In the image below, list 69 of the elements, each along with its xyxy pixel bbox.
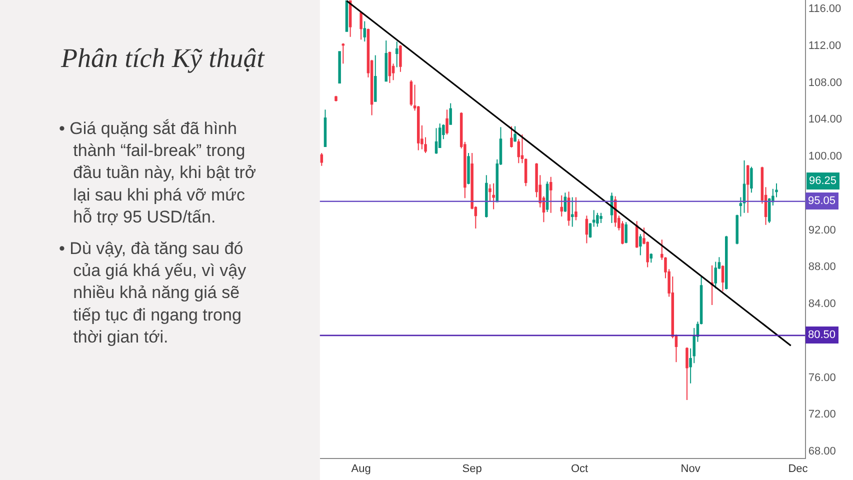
candlestick	[514, 126, 516, 142]
y-tick-label: 76.00	[808, 372, 836, 384]
candlestick	[639, 234, 642, 256]
y-tick-label: 112.00	[808, 40, 842, 52]
candlestick	[686, 346, 688, 400]
candlestick	[446, 109, 448, 136]
candlestick	[574, 196, 578, 221]
candlestick	[721, 264, 724, 292]
y-tick-label: 104.00	[808, 114, 842, 126]
candlestick	[650, 252, 653, 264]
candlestick	[700, 276, 703, 325]
candlestick	[363, 20, 366, 42]
y-tick-label: 92.00	[808, 224, 836, 236]
candlestick	[560, 194, 563, 218]
candlestick	[624, 222, 628, 244]
candlestick	[596, 212, 599, 228]
candlestick	[467, 152, 470, 185]
candlestick	[588, 222, 592, 238]
x-tick-label: Aug	[351, 463, 371, 476]
candlestick	[338, 51, 341, 84]
candlestick	[384, 40, 388, 82]
candlestick	[570, 196, 574, 228]
candlestick	[520, 134, 524, 164]
text: • Giá quặng sắt đã hình thành “fail-break” trong đầu tuần này, khi bật trở lại sau khi phá vỡ mức hỗ trợ 95 USD/tấn.	[59, 119, 256, 226]
candlestick	[374, 54, 377, 102]
candlestick	[334, 95, 338, 102]
candlestick	[742, 160, 746, 214]
y-tick-label: 116.00	[808, 3, 842, 16]
candlestick	[324, 109, 327, 148]
y-tick-label: 100.00	[808, 150, 842, 163]
candlestick	[395, 40, 398, 68]
candlestick	[434, 128, 438, 154]
x-tick-label: Dec	[788, 463, 808, 476]
candlestick	[360, 11, 362, 40]
y-tick-label: 88.00	[808, 261, 836, 274]
candlestick	[710, 264, 714, 306]
candlestick	[724, 235, 728, 290]
x-tick-label: Oct	[570, 463, 588, 476]
candlestick	[342, 42, 345, 64]
candlestick	[348, 0, 352, 38]
candlestick	[714, 261, 717, 289]
y-tick-label: 108.00	[808, 76, 842, 89]
candlestick	[750, 166, 753, 194]
candlestick	[567, 191, 570, 226]
ref-line-label: 95.05	[808, 195, 836, 207]
candlestick	[517, 138, 520, 164]
candlestick	[449, 102, 452, 125]
x-tick-label: Nov	[680, 463, 701, 476]
annotation: 96.25	[809, 175, 837, 187]
candlestick	[485, 174, 488, 218]
text: • Dù vậy, đà tăng sau đó của giá khá yếu, vì vậy nhiều khả năng giá sẽ tiếp tục đi ngang trong thời gian tới.	[59, 239, 247, 346]
candlestick	[524, 158, 528, 187]
candlestick	[410, 80, 413, 106]
text: Phân tích Kỹ thuật	[60, 43, 266, 73]
candlestick	[388, 51, 392, 84]
candlestick	[592, 210, 596, 228]
candlestick	[585, 215, 588, 244]
candlestick	[600, 212, 602, 224]
x-tick-label: Sep	[462, 463, 482, 476]
y-tick-label: 72.00	[808, 408, 836, 421]
candlestick	[492, 182, 495, 210]
candlestick	[550, 176, 552, 214]
candlestick	[320, 152, 324, 166]
y-tick-label: 84.00	[808, 298, 836, 310]
ref-line-label: 80.50	[808, 329, 836, 341]
candlestick	[746, 164, 750, 214]
candlestick	[399, 44, 402, 72]
candlestick	[510, 126, 513, 148]
y-tick-label: 68.00	[808, 445, 836, 458]
